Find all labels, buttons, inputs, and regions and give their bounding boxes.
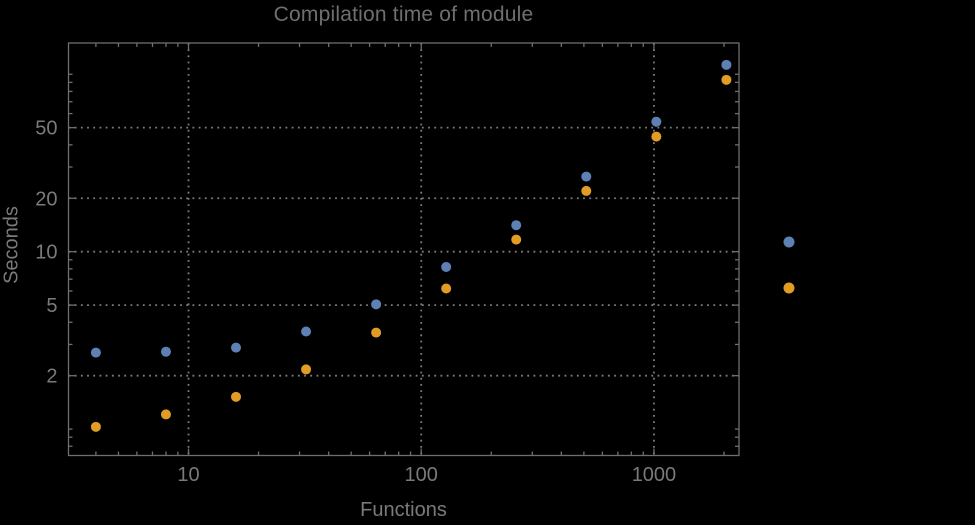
data-point-blue-series-x512 [581, 171, 592, 182]
data-point-blue-series-x1024 [651, 116, 662, 127]
data-point-orange-series-x16 [231, 391, 242, 402]
plot-frame [67, 42, 740, 457]
x-axis-label: Functions [360, 499, 447, 521]
y-tick-label-10: 10 [35, 242, 57, 264]
y-tick-label-20: 20 [35, 188, 57, 210]
data-point-orange-series-x2048 [721, 74, 732, 85]
y-axis-label: Seconds [0, 206, 23, 284]
x-tick-label-10: 10 [177, 464, 199, 486]
data-point-blue-series-x16 [231, 342, 242, 353]
data-point-orange-series-x256 [511, 234, 522, 245]
data-point-blue-series-x2048 [721, 59, 732, 70]
x-tick-label-1000: 1000 [632, 464, 677, 486]
data-point-orange-series-x8 [160, 409, 171, 420]
data-point-blue-series-x256 [511, 220, 522, 231]
data-point-orange-series-x4 [90, 421, 101, 432]
data-point-blue-series-x4 [90, 347, 101, 358]
legend-marker-1 [783, 236, 795, 248]
data-point-blue-series-x8 [160, 346, 171, 357]
y-tick-label-50: 50 [35, 118, 57, 140]
data-point-blue-series-x32 [301, 326, 312, 337]
data-point-blue-series-x128 [441, 261, 452, 272]
y-tick-label-2: 2 [46, 366, 57, 388]
data-point-orange-series-x128 [441, 283, 452, 294]
x-tick-label-100: 100 [405, 464, 438, 486]
legend-marker-2 [783, 282, 795, 294]
data-point-orange-series-x512 [581, 185, 592, 196]
data-point-orange-series-x32 [301, 364, 312, 375]
data-point-blue-series-x64 [371, 299, 382, 310]
y-tick-label-5: 5 [46, 295, 57, 317]
data-point-orange-series-x64 [371, 327, 382, 338]
chart-title: Compilation time of module [273, 3, 534, 26]
data-point-orange-series-x1024 [651, 131, 662, 142]
